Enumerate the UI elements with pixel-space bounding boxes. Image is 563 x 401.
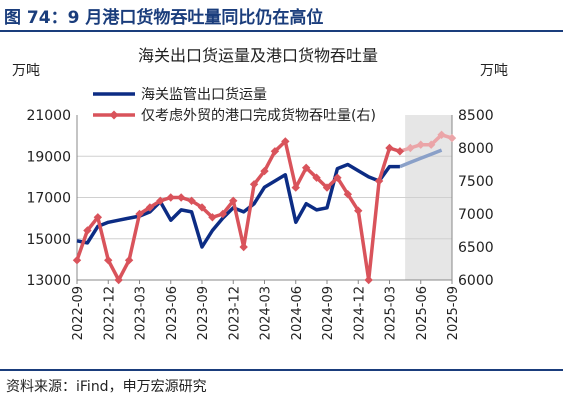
left-tick-label: 21000 [26,108,71,124]
data-point [249,180,259,189]
series [72,130,457,285]
projection-point [437,130,446,139]
right-tick-label: 7000 [458,207,494,223]
series-port-throughput [72,130,457,285]
data-point [114,275,123,285]
projection-point [447,133,457,143]
data-point [187,196,196,205]
chart: 海关出口货运量及港口货物吞吐量 万吨 万吨 13000 15000 17000 190… [12,46,508,340]
data-point [333,173,342,182]
figure-header: 图 74：9 月港口货物吞吐量同比仍在高位 [0,0,563,32]
source-note: 资料来源：iFind，申万宏源研究 [6,379,207,395]
right-axis-unit: 万吨 [480,63,508,79]
data-point [364,275,373,285]
data-point [270,147,280,156]
x-tick-label: 2025-09 [446,286,461,340]
data-point [291,183,300,192]
data-point [312,173,321,182]
right-tick-label: 6500 [458,240,494,256]
data-point [395,147,405,156]
projection-point [426,140,436,149]
data-point [281,137,290,146]
x-tick-label: 2024-03 [259,286,274,340]
gridlines [77,155,452,240]
data-point [218,209,228,219]
x-tick-label: 2025-06 [415,286,430,340]
x-axis-labels: 2022-09 2022-12 2023-03 2023-06 2023-09 2023-… [71,286,461,340]
x-tick-label: 2023-12 [227,286,242,340]
series-export-volume [76,148,443,249]
data-point [343,190,353,199]
legend-label-port: 仅考虑外贸的港口完成货物吞吐量(右) [141,107,376,124]
figure-title: 图 74：9 月港口货物吞吐量同比仍在高位 [4,8,324,28]
data-point [176,193,186,202]
data-point [385,143,394,153]
data-point [145,203,155,212]
legend: 海关监管出口货运量 仅考虑外贸的港口完成货物吞吐量(右) [93,86,376,124]
data-point [374,176,384,186]
left-tick-label: 17000 [26,191,71,207]
data-point [229,196,238,205]
chart-title: 海关出口货运量及港口货物吞吐量 [138,46,378,65]
x-tick-label: 2022-12 [102,286,117,340]
left-tick-label: 15000 [26,232,71,248]
projection-line [399,148,443,169]
left-tick-label: 19000 [26,149,71,165]
data-point [104,256,113,265]
legend-marker-port [109,110,119,120]
x-tick-label: 2023-06 [165,286,180,340]
left-axis-unit: 万吨 [12,63,40,79]
data-point [72,256,82,265]
data-point [93,213,103,222]
x-tick-label: 2024-12 [352,286,367,340]
x-tick-label: 2023-03 [134,286,149,340]
data-point [260,166,269,176]
legend-label-export: 海关监管出口货运量 [141,86,267,103]
x-tick-label: 2022-09 [71,286,86,340]
data-point [166,193,175,202]
data-point [83,226,92,235]
left-tick-label: 13000 [26,273,71,289]
x-tick-label: 2024-09 [321,286,336,340]
right-y-axis-labels: 6000 6500 7000 7500 8000 8500 [458,108,494,289]
left-y-axis-labels: 13000 15000 17000 19000 21000 [26,108,71,289]
right-tick-label: 7500 [458,174,494,190]
data-point [135,209,144,219]
right-tick-label: 8000 [458,141,494,157]
series-line [75,139,401,282]
data-point [208,213,217,222]
x-tick-label: 2024-06 [290,286,305,340]
right-tick-label: 8500 [458,108,494,124]
series-line [76,162,400,249]
data-point [156,196,165,205]
x-tick-label: 2025-03 [384,286,399,340]
data-point [197,203,207,212]
data-point [354,206,363,215]
right-tick-label: 6000 [458,273,494,289]
x-tick-label: 2023-09 [196,286,211,340]
figure-footer: 资料来源：iFind，申万宏源研究 [0,369,563,401]
projection-point [416,140,425,149]
data-point [301,163,311,172]
data-point [322,183,332,192]
data-point [124,256,134,265]
axes [76,115,453,284]
data-point [239,242,248,252]
